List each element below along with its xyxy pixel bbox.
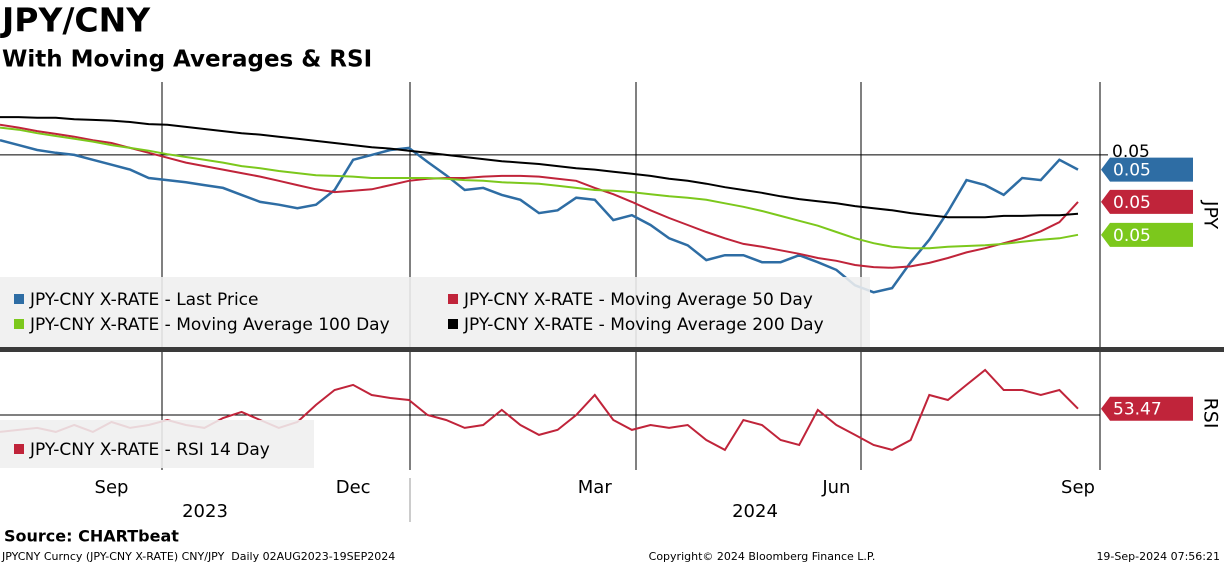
value-label-box [1101,189,1193,214]
footer-left: JPYCNY Curncy (JPY-CNY X-RATE) CNY/JPY D… [1,550,395,563]
chart-title: JPY/CNY [0,1,151,40]
footer-right: 19-Sep-2024 07:56:21 [1096,550,1220,563]
value-label: 0.05 [1113,161,1151,181]
price-legend [0,277,870,347]
panel-separator [0,347,1224,352]
x-tick-label: Jun [821,477,850,498]
series-line [0,138,1079,294]
footer-center: Copyright© 2024 Bloomberg Finance L.P. [649,550,876,563]
overlay: 0.05 JPY-CNY X-RATE - Last Price 0.05 JPY-C… [14,157,1193,522]
legend-label: JPY-CNY X-RATE - Moving Average 50 Day [463,290,813,310]
value-label-box [1101,157,1193,182]
year-label: 2024 [732,501,778,522]
source: Source: CHARTbeat [4,527,179,546]
y-tick-label: 0.05 [1112,142,1150,162]
value-label-box [1101,222,1193,247]
legend-label: JPY-CNY X-RATE - RSI 14 Day [29,440,270,460]
x-tick-label: Dec [336,477,371,498]
x-tick-label: Sep [1061,477,1095,498]
vertical-grid [0,82,1100,522]
value-label: 0.05 [1113,193,1151,213]
legend-swatch [14,319,24,329]
legend-label: JPY-CNY X-RATE - Last Price [29,290,259,310]
plots: 0.05 [0,116,1150,452]
value-label: 0.05 [1113,226,1151,246]
legend-swatch [448,294,458,304]
chart-subtitle: With Moving Averages & RSI [2,47,372,73]
legend-swatch [448,319,458,329]
axis-label: RSI [1200,398,1222,429]
legend-swatch [14,294,24,304]
legend-label: JPY-CNY X-RATE - Moving Average 100 Day [29,315,390,335]
rsi-legend [0,420,314,468]
series-line [0,123,1079,269]
value-label: 53.47 [1113,400,1162,420]
axis-label: JPY [1200,200,1222,230]
year-label: 2023 [182,501,228,522]
x-tick-label: Mar [578,477,613,498]
series-line [0,116,1079,219]
value-label-box [1101,396,1193,421]
legend-label: JPY-CNY X-RATE - Moving Average 200 Day [463,315,824,335]
series-line [0,126,1079,250]
legend-swatch [14,444,24,454]
x-tick-label: Sep [95,477,129,498]
